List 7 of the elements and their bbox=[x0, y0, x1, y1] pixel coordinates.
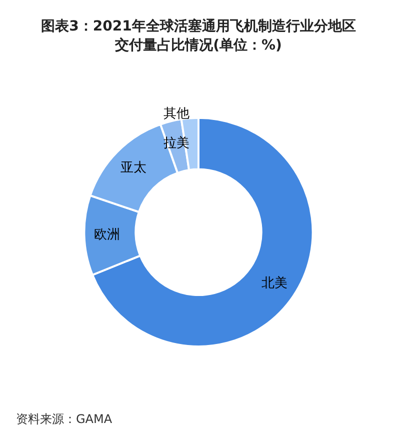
text: 资料来源：GAMA bbox=[16, 412, 113, 426]
slice-label: 亚太 bbox=[120, 160, 146, 176]
slice-label: 其他 bbox=[164, 106, 190, 122]
slice-label: 欧洲 bbox=[94, 227, 120, 242]
slice-label: 北美 bbox=[261, 274, 288, 291]
slice-label: 拉美 bbox=[163, 134, 190, 151]
chart-title: 图表3：2021年全球活塞通用飞机制造行业分地区交付量占比情况(单位：%) bbox=[41, 18, 356, 54]
